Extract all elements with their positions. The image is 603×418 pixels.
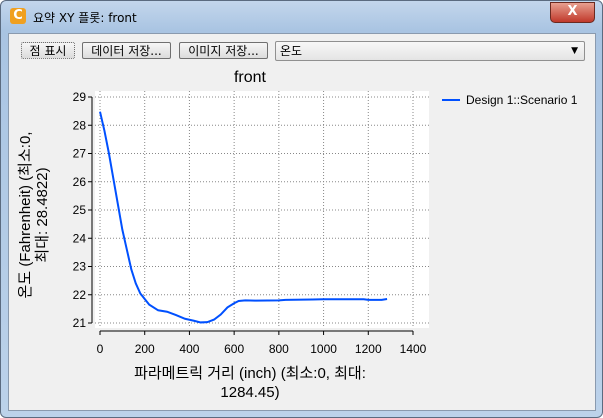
x-axis-label: 1284.45) xyxy=(220,384,279,401)
show-points-button[interactable]: 점 표시 xyxy=(21,42,75,59)
x-tick-label: 800 xyxy=(269,342,289,356)
y-tick-label: 22 xyxy=(73,288,87,302)
x-tick-label: 400 xyxy=(179,342,199,356)
app-icon: C xyxy=(10,8,26,24)
save-data-button[interactable]: 데이터 저장... xyxy=(82,42,171,59)
close-button[interactable]: X xyxy=(550,2,595,23)
variable-select[interactable]: 온도 ▼ xyxy=(275,41,585,61)
x-tick-label: 1400 xyxy=(400,342,427,356)
save-image-button[interactable]: 이미지 저장... xyxy=(179,42,268,59)
x-tick-label: 1000 xyxy=(310,342,337,356)
y-tick-label: 25 xyxy=(73,203,87,217)
y-tick-label: 28 xyxy=(73,118,87,132)
chevron-down-icon: ▼ xyxy=(571,46,578,56)
variable-select-value: 온도 xyxy=(280,44,303,58)
y-tick-label: 24 xyxy=(73,231,87,245)
x-tick-label: 600 xyxy=(224,342,244,356)
series-line xyxy=(99,111,388,324)
window-title: 요약 XY 플롯: front xyxy=(33,11,137,25)
chart-title: front xyxy=(234,69,267,86)
legend-entry: Design 1::Scenario 1 xyxy=(466,93,578,107)
y-tick-label: 29 xyxy=(73,90,87,104)
y-axis-label: 최대: 28.4822) xyxy=(34,167,51,262)
y-tick-label: 23 xyxy=(73,260,87,274)
y-tick-label: 27 xyxy=(73,147,87,161)
x-tick-label: 0 xyxy=(97,342,104,356)
y-axis-label: 온도 (Fahrenheit) (최소:0, xyxy=(17,132,34,299)
x-axis-label: 파라메트릭 거리 (inch) (최소:0, 최대: xyxy=(134,365,366,382)
x-tick-label: 1200 xyxy=(355,342,382,356)
y-tick-label: 26 xyxy=(73,175,87,189)
y-tick-label: 21 xyxy=(73,316,87,330)
plot-area xyxy=(95,91,429,328)
x-tick-label: 200 xyxy=(135,342,155,356)
